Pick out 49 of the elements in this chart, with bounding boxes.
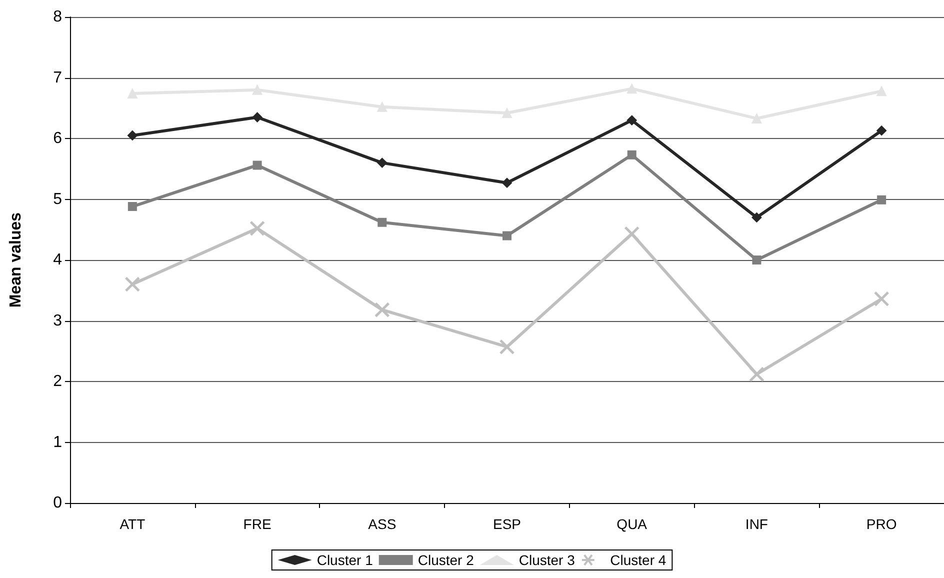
point (124, 276, 140, 292)
legend-label: Cluster 1 (316, 552, 374, 568)
point (502, 178, 512, 188)
y-tick-label: 0 (53, 494, 62, 512)
point (252, 112, 262, 122)
point (252, 84, 262, 95)
point (877, 195, 886, 204)
y-tick-label: 1 (53, 434, 62, 451)
point (627, 150, 636, 160)
y-tick-label: 6 (53, 130, 62, 147)
point (378, 218, 387, 227)
y-tick-label: 2 (53, 373, 62, 390)
point (127, 130, 138, 140)
point (252, 160, 262, 170)
point (626, 84, 637, 94)
y-tick-label: 8 (53, 8, 62, 26)
y-tick-label: 4 (53, 252, 62, 268)
point (874, 291, 890, 307)
point (624, 226, 640, 242)
point (752, 212, 762, 222)
y-axis-title: Mean values (8, 212, 24, 308)
point (377, 102, 388, 112)
x-tick-label: ATT (120, 516, 146, 532)
point (752, 256, 762, 264)
point (377, 158, 388, 168)
point (502, 108, 512, 118)
y-tick-label: 7 (53, 69, 62, 86)
y-tick-label: 5 (53, 190, 62, 208)
x-tick-label: ESP (492, 516, 522, 532)
x-tick-label: QUA (616, 516, 648, 532)
legend-label: Cluster 2 (418, 552, 474, 568)
x-tick-label: INF (745, 516, 768, 532)
x-tick-label: FRE (243, 516, 272, 532)
y-tick-label: 3 (53, 312, 62, 330)
legend-label: Cluster 3 (518, 552, 576, 568)
point (502, 231, 512, 240)
point (374, 302, 390, 318)
point (752, 113, 762, 124)
point (876, 86, 887, 96)
x-tick-label: ASS (368, 516, 396, 532)
point (748, 366, 764, 382)
point (250, 220, 266, 236)
point (626, 115, 637, 126)
point (128, 202, 137, 212)
legend-label: Cluster 4 (610, 552, 666, 568)
x-tick-label: PRO (866, 516, 897, 532)
point (499, 339, 515, 355)
point (127, 88, 138, 99)
point (876, 126, 887, 136)
